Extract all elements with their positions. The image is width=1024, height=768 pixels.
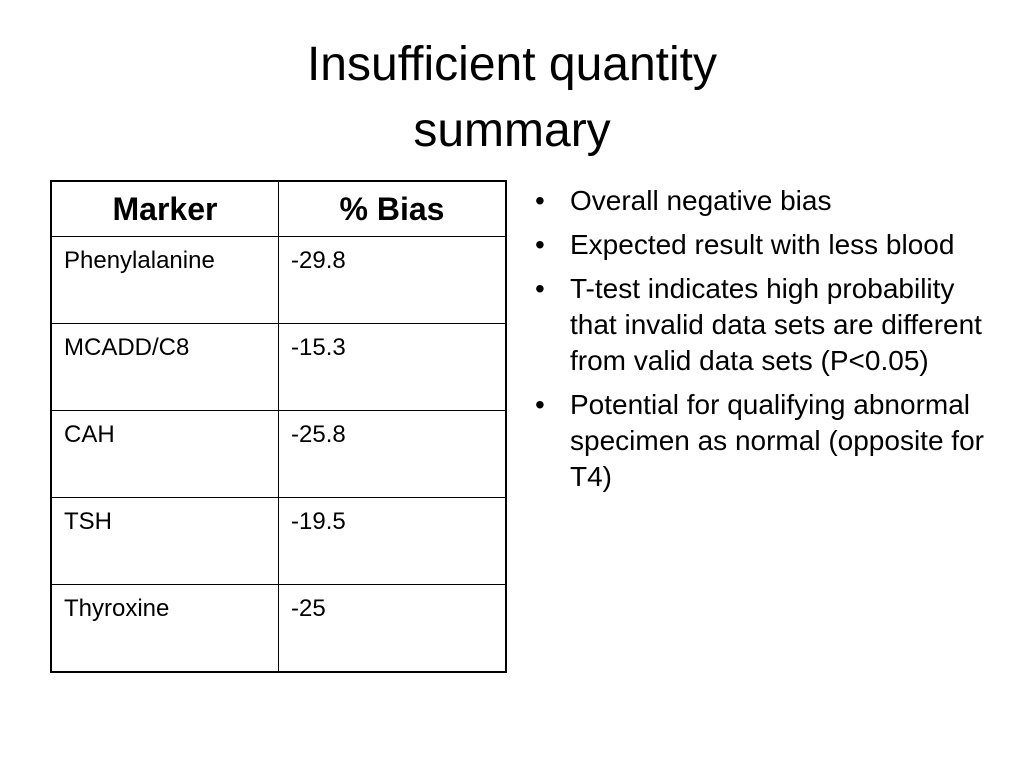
bullet-item: T-test indicates high probability that i…: [535, 271, 990, 379]
table-row: Phenylalanine -29.8: [50, 236, 507, 324]
bias-cell: -15.3: [278, 323, 507, 411]
marker-cell: CAH: [50, 410, 279, 498]
bullet-item: Potential for qualifying abnormal specim…: [535, 387, 990, 495]
marker-cell: MCADD/C8: [50, 323, 279, 411]
bias-table: Marker% Bias Phenylalanine -29.8 MCADD/C8-…: [50, 180, 507, 673]
marker-cell: TSH: [50, 497, 279, 585]
table-body: Phenylalanine -29.8 MCADD/C8 -15.3 CAH -25.8 T…: [50, 236, 507, 672]
bullet-list: Overall negative bias Expected result wit…: [535, 183, 990, 503]
bullet-item: Overall negative bias: [535, 183, 990, 219]
bias-cell: -25.8: [278, 410, 507, 498]
table-row: TSH -19.5: [50, 497, 507, 585]
table-row: MCADD/C8 -15.3: [50, 323, 507, 411]
marker-cell: Thyroxine: [50, 584, 279, 672]
bias-cell: -29.8: [278, 236, 507, 324]
bias-cell: -25: [278, 584, 507, 672]
marker-cell: Phenylalanine: [50, 236, 279, 324]
header-cell: Marker: [50, 180, 279, 237]
bias-cell: -19.5: [278, 497, 507, 585]
title-line: Insufficient quantity: [306, 38, 718, 91]
header-row: Marker% Bias: [50, 180, 507, 237]
table-row: CAH -25.8: [50, 410, 507, 498]
slide-title: Insufficient quantity summary: [0, 32, 1024, 164]
title-line: summary: [413, 104, 611, 157]
table-row: Thyroxine -25: [50, 584, 507, 672]
header-cell: % Bias: [278, 180, 507, 237]
bullet-item: Expected result with less blood: [535, 227, 990, 263]
